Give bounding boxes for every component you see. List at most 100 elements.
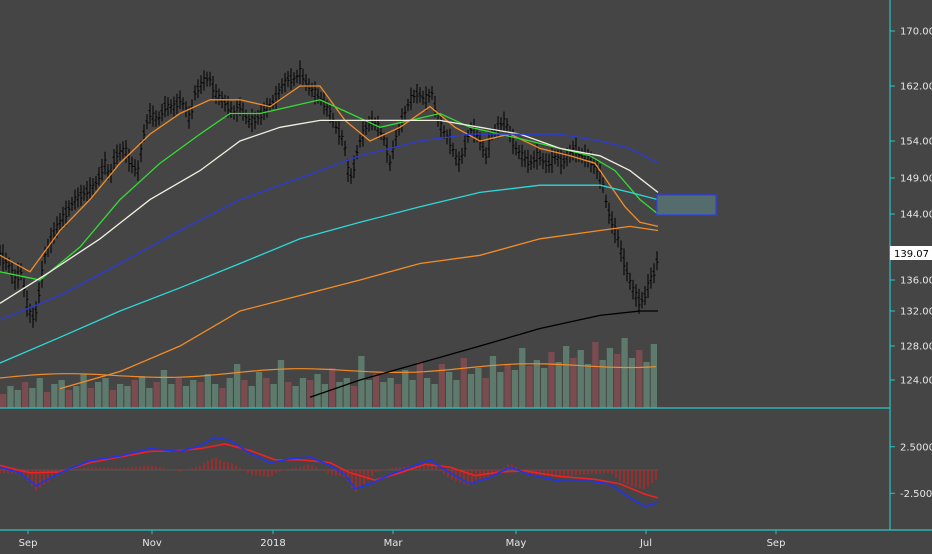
volume-bar	[263, 378, 270, 408]
volume-bar	[168, 384, 175, 408]
series-line-ma-400	[309, 310, 658, 398]
volume-bar	[73, 386, 80, 408]
y-tick-label: 144.00	[900, 210, 932, 221]
volume-bar	[343, 378, 350, 408]
volume-bar	[416, 362, 423, 408]
volume-bar	[336, 382, 343, 408]
series-line-ma-100	[0, 133, 659, 321]
volume-bar	[314, 374, 321, 408]
volume-bar	[190, 380, 197, 408]
volume-bar	[175, 378, 182, 408]
x-tick-label: Sep	[19, 538, 38, 549]
volume-bar	[614, 354, 621, 408]
volume-bar	[497, 372, 504, 408]
volume-bar	[431, 384, 438, 408]
volume-bar	[519, 348, 526, 408]
volume-bar	[14, 390, 21, 408]
volume-bar	[650, 344, 657, 408]
volume-bar	[387, 378, 394, 408]
volume-bar	[138, 376, 146, 408]
volume-bar	[446, 372, 453, 408]
volume-bar	[109, 390, 116, 408]
volume-bar	[438, 364, 445, 408]
volume-bar	[475, 368, 482, 408]
volume-bar	[606, 348, 614, 408]
volume-bar	[584, 364, 592, 408]
volume-bar	[292, 386, 299, 408]
volume-bar	[65, 390, 73, 408]
volume-bar	[197, 382, 204, 408]
volume-bar	[570, 358, 577, 408]
volume-bar	[563, 346, 570, 408]
y-tick-label: 170.00	[900, 27, 932, 38]
y-tick-label: 132.00	[900, 307, 932, 318]
volume-bar	[577, 350, 584, 408]
volume-bar	[350, 386, 358, 408]
volume-bar	[285, 382, 292, 408]
volume-bar	[160, 370, 168, 408]
volume-bar	[380, 382, 387, 408]
volume-bar	[0, 394, 7, 408]
volume-bar	[599, 360, 606, 408]
time-axis: Sep Nov 2018 Mar May Jul Sep	[19, 530, 786, 549]
macd-tick-label: -2.5000	[900, 489, 932, 500]
volume-bar	[636, 350, 643, 408]
y-tick-label: 149.00	[900, 174, 932, 185]
volume-bar	[489, 356, 497, 408]
y-tick-label: 128.00	[900, 342, 932, 353]
volume-bar	[548, 352, 555, 408]
volume-bar	[504, 364, 511, 408]
target-zone-rect[interactable]	[656, 194, 717, 216]
volume-bar	[482, 378, 489, 408]
volume-bar	[643, 362, 650, 408]
volume-bar	[533, 360, 540, 408]
volume-bar	[511, 370, 519, 408]
macd-panel	[0, 436, 659, 508]
volume-bar	[307, 380, 314, 408]
volume-bar	[58, 380, 65, 408]
volume-bar	[102, 378, 109, 408]
last-price-label: 139.07	[894, 249, 929, 260]
series-line-ma-200	[59, 225, 659, 390]
y-tick-label: 154.00	[900, 137, 932, 148]
volume-bar	[277, 360, 285, 408]
volume-bar	[234, 364, 241, 408]
volume-bar	[87, 388, 94, 408]
volume-bar	[146, 388, 153, 408]
volume-bar	[182, 386, 190, 408]
volume-bar	[29, 388, 36, 408]
volume-bar	[43, 392, 51, 408]
volume-bar	[248, 386, 255, 408]
series-line-ma-10	[0, 85, 659, 273]
volume-bar	[153, 382, 160, 408]
volume-bar	[358, 356, 365, 408]
signal-line	[0, 443, 659, 499]
x-tick-label: Sep	[767, 538, 786, 549]
x-tick-label: Nov	[142, 538, 162, 549]
volume-bar	[592, 342, 599, 408]
volume-bar	[270, 384, 277, 408]
volume-bar	[204, 374, 211, 408]
series-line-ma-150	[0, 184, 659, 364]
volume-bar	[241, 380, 248, 408]
volume-bar	[7, 386, 14, 408]
x-tick-label: Mar	[384, 538, 404, 549]
volume-bar	[402, 370, 409, 408]
volume-bar	[21, 382, 29, 408]
volume-bar	[255, 372, 263, 408]
moving-averages	[0, 85, 659, 398]
volume-bar	[526, 366, 533, 408]
volume-bars	[0, 338, 657, 408]
volume-bar	[226, 378, 233, 408]
volume-bar	[131, 380, 138, 408]
volume-bar	[621, 338, 628, 408]
volume-bar	[424, 378, 431, 408]
volume-bar	[460, 358, 467, 408]
macd-axis: 2.5000 -2.5000	[890, 442, 932, 500]
y-tick-label: 136.00	[900, 276, 932, 287]
x-tick-label: 2018	[260, 538, 285, 549]
volume-bar	[555, 362, 562, 408]
volume-bar	[372, 374, 380, 408]
